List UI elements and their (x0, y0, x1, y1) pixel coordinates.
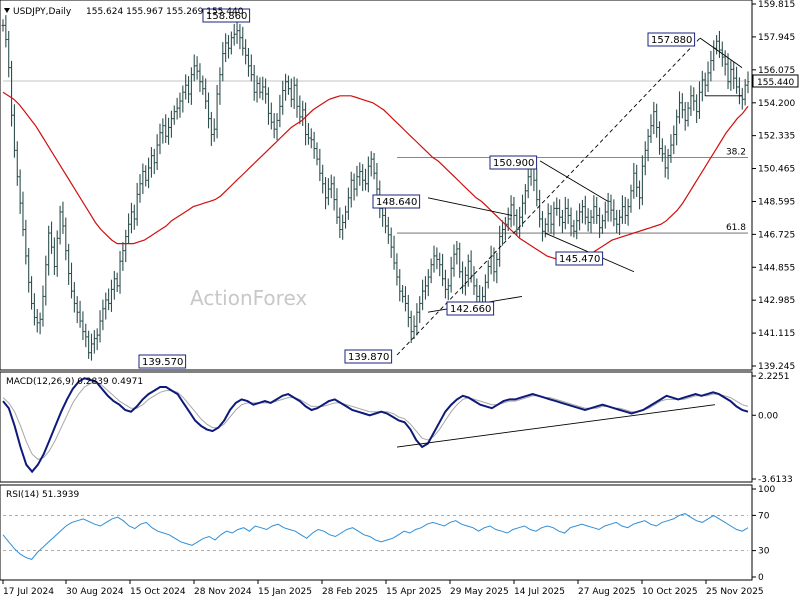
current-price-box (752, 74, 799, 88)
rsi-tick-label: 30 (758, 547, 770, 557)
rsi-plot (2, 513, 749, 560)
price-annotation-box (202, 8, 251, 23)
macd-tick-label: -3.6133 (758, 475, 793, 485)
rsi-tick-label: 100 (758, 485, 775, 495)
macd-header: MACD(12,26,9) 0.2839 0.4971 (6, 377, 143, 387)
price-tick-label: 148.595 (758, 197, 795, 207)
time-axis: 17 Jul 2024 30 Aug 2024 15 Oct 2024 28 Nov … (2, 580, 764, 597)
price-tick-label: 142.985 (758, 296, 795, 306)
price-tick-label: 150.465 (758, 165, 795, 175)
macd-tick-label: 2.2251 (758, 372, 790, 382)
price-tick-label: 152.335 (758, 132, 795, 142)
time-tick-label: 15 Jan 2025 (258, 587, 312, 597)
price-plot: 38.2 61.8 158.860 139.570 148.640 139.870 142.… (1, 8, 750, 369)
time-tick-label: 25 Nov 2025 (706, 587, 764, 597)
time-tick-label: 27 Aug 2025 (578, 587, 636, 597)
rsi-header: RSI(14) 51.3939 (6, 490, 79, 500)
macd-trendline (396, 404, 716, 448)
current-price-label: 155.440 (757, 78, 794, 88)
time-tick-label: 14 Jul 2025 (514, 587, 565, 597)
price-tick-label: 141.115 (758, 329, 795, 339)
price-annotation-box (372, 194, 421, 209)
price-tick-label: 144.855 (758, 263, 795, 273)
time-tick-label: 30 Aug 2024 (66, 587, 124, 597)
price-annotation-label: 139.570 (142, 357, 183, 368)
symbol-header: USDJPY,Daily (13, 7, 72, 17)
time-tick-label: 10 Oct 2025 (642, 587, 698, 597)
price-annotation-label: 145.470 (559, 254, 600, 265)
price-tick-label: 157.945 (758, 33, 795, 43)
rsi-line (2, 513, 749, 560)
time-tick-label: 15 Apr 2025 (386, 587, 442, 597)
price-annotation-box (138, 354, 187, 369)
macd-axis: 2.2251 0.00 -3.6133 (752, 372, 793, 485)
price-annotation-label: 150.900 (493, 158, 534, 169)
rsi-tick-label: 70 (758, 511, 770, 521)
trendline (699, 37, 743, 68)
price-annotation-label: 142.660 (450, 304, 491, 315)
fib-label: 38.2 (726, 147, 746, 157)
price-annotation-box (344, 349, 393, 364)
fib-label: 61.8 (726, 223, 746, 233)
macd-panel (0, 371, 753, 483)
price-tick-label: 146.725 (758, 230, 795, 240)
time-tick-label: 29 May 2025 (450, 587, 509, 597)
macd-line (2, 377, 749, 474)
price-tick-label: 154.200 (758, 99, 795, 109)
time-tick-label: 28 Feb 2025 (322, 587, 378, 597)
macd-tick-label: 0.00 (758, 411, 778, 421)
price-panel (0, 0, 753, 371)
price-tick-label: 156.075 (758, 66, 795, 76)
ohlc-header: 155.624 155.967 155.269 155.440 (86, 7, 244, 17)
trendline (427, 197, 513, 216)
price-tick-label: 159.815 (758, 0, 795, 10)
time-tick-label: 28 Nov 2024 (194, 587, 252, 597)
watermark: ActionForex (190, 286, 307, 310)
rsi-axis: 100 70 30 0 (752, 485, 775, 583)
price-annotation-label: 158.860 (206, 11, 247, 22)
time-tick-label: 17 Jul 2024 (3, 587, 54, 597)
price-axis: 159.815 157.945 156.075 154.200 152.335 150.4… (752, 0, 799, 372)
rsi-panel (0, 484, 753, 581)
rsi-tick-label: 0 (758, 573, 764, 583)
price-annotation-box (489, 155, 538, 170)
time-tick-label: 15 Oct 2024 (130, 587, 186, 597)
price-annotation-label: 148.640 (376, 197, 417, 208)
moving-average-line (2, 91, 749, 262)
macd-plot (2, 377, 749, 474)
macd-signal-line (2, 381, 749, 460)
price-annotation-box (446, 301, 495, 316)
price-annotation-label: 157.880 (651, 35, 692, 46)
price-annotation-box (555, 251, 604, 266)
trendline (539, 160, 609, 202)
price-tick-label: 139.245 (758, 362, 795, 372)
dropdown-triangle-icon[interactable] (4, 8, 10, 13)
price-annotation-label: 139.870 (348, 352, 389, 363)
price-annotation-box (647, 32, 696, 47)
